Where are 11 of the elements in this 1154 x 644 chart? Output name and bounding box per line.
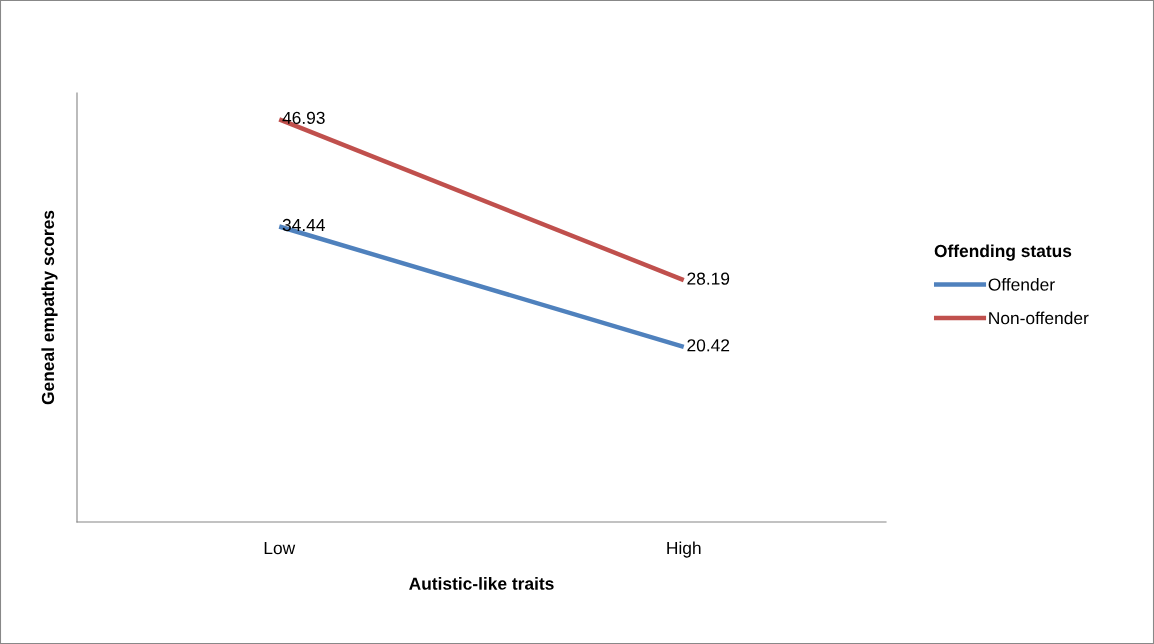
- legend-label: Non-offender: [989, 311, 1089, 325]
- data-label: 46.93: [282, 111, 325, 124]
- x-axis-title: Autistic-like traits: [409, 577, 554, 590]
- data-label: 28.19: [687, 272, 730, 285]
- y-axis-title: Geneal empathy scores: [41, 210, 58, 405]
- x-tick-label: Low: [264, 542, 296, 555]
- legend-label: Offender: [988, 278, 1055, 291]
- legend-title: Offending status: [934, 244, 1072, 261]
- data-label: 34.44: [282, 218, 325, 232]
- data-label: 20.42: [687, 339, 730, 352]
- x-tick-label: High: [667, 541, 701, 558]
